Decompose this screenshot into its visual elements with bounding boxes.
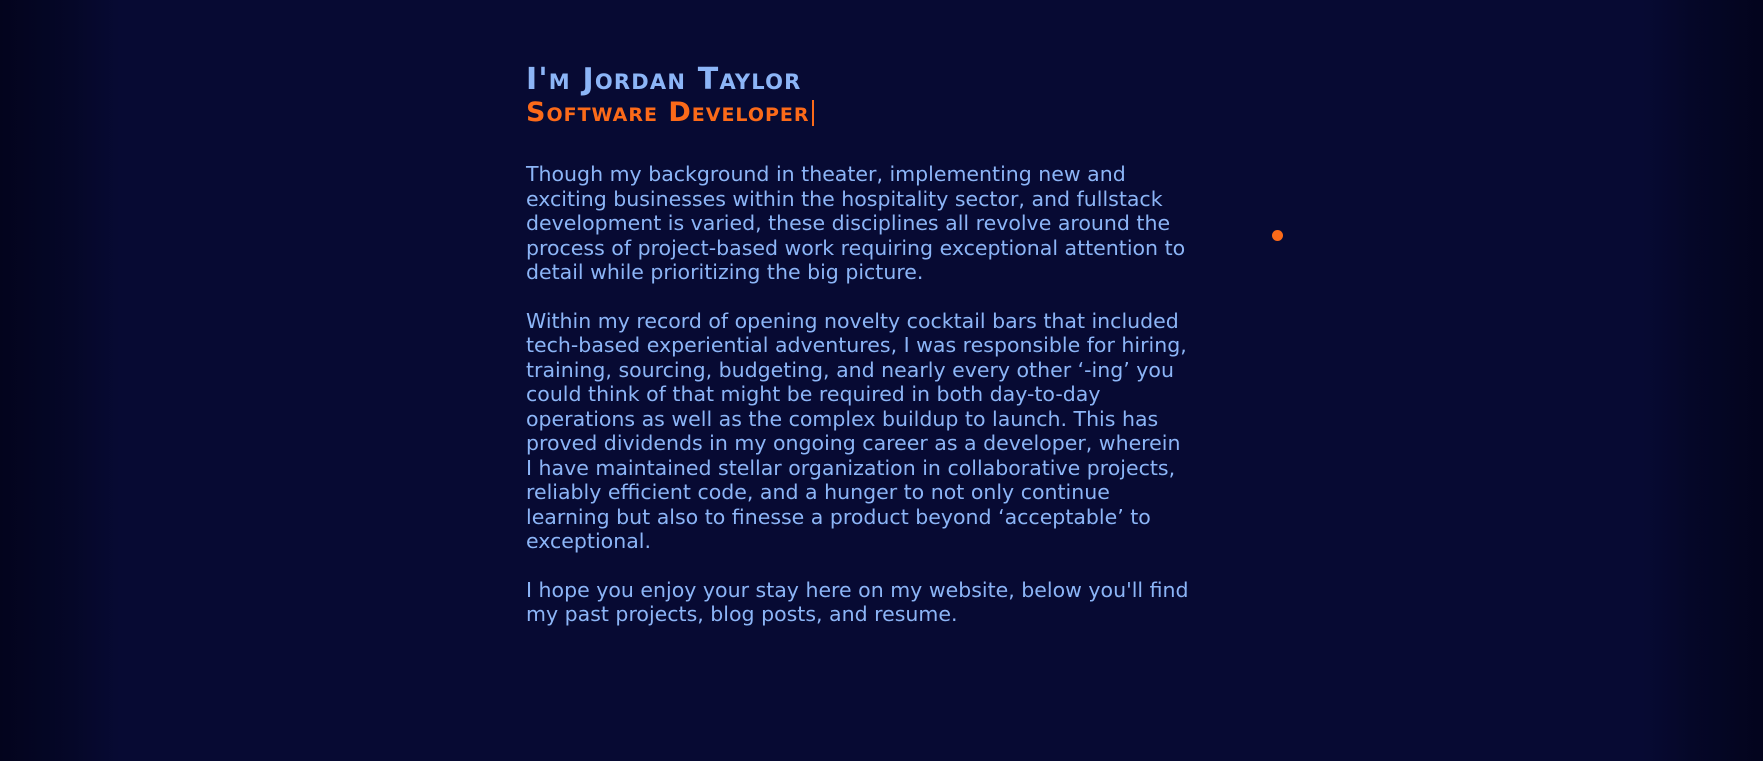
bio-paragraph: I hope you enjoy your stay here on my we… [526, 577, 1189, 627]
page-title: I'm Jordan Taylor [526, 62, 802, 97]
left-edge-shadow [0, 0, 120, 761]
typing-cursor [811, 100, 814, 126]
bio-paragraph: Though my background in theater, impleme… [526, 162, 1186, 284]
about-section: I'm Jordan Taylor Software Developer Tho… [526, 62, 1196, 651]
bio-paragraph: Within my record of opening novelty cock… [526, 308, 1187, 554]
role-text: Software Developer [526, 97, 810, 128]
role-subtitle: Software Developer [526, 98, 1196, 128]
right-edge-shadow [1643, 0, 1763, 761]
accent-dot [1272, 230, 1283, 241]
bio-text: Though my background in theater, impleme… [526, 162, 1196, 627]
